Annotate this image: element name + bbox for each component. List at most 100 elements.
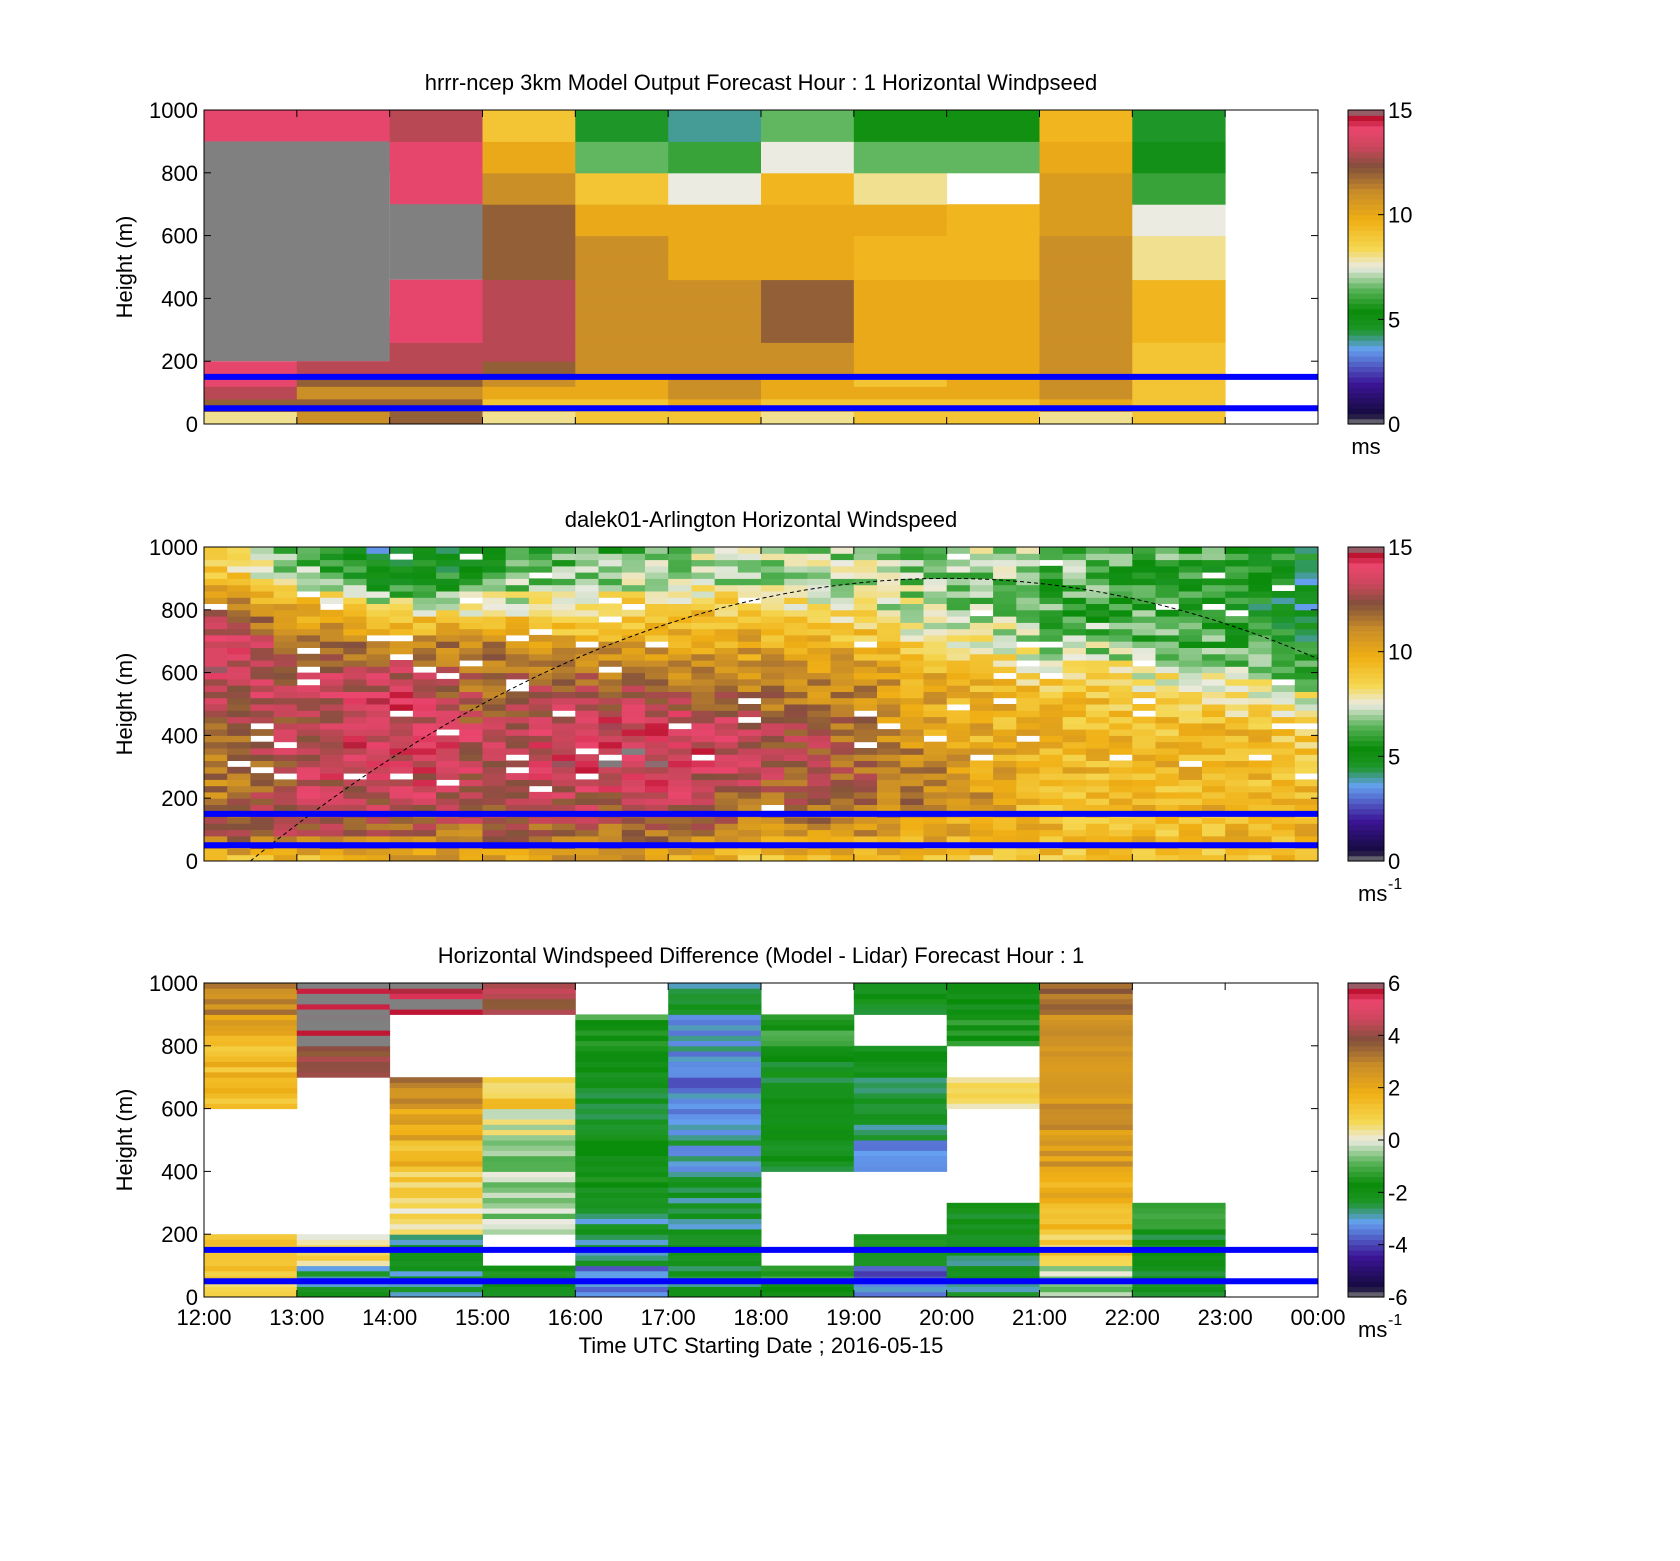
heatmap-cell bbox=[645, 616, 669, 623]
heatmap-cell bbox=[853, 1113, 948, 1120]
colorbar-segment bbox=[1348, 1291, 1384, 1298]
heatmap-cell bbox=[296, 628, 321, 636]
heatmap-cell bbox=[737, 660, 762, 667]
heatmap-cell bbox=[993, 559, 1017, 567]
heatmap-cell bbox=[1132, 773, 1156, 780]
heatmap-cell bbox=[668, 1213, 762, 1219]
heatmap-cell bbox=[645, 817, 669, 824]
heatmap-cell bbox=[1062, 754, 1087, 761]
heatmap-cell bbox=[761, 1270, 855, 1277]
heatmap-cell bbox=[320, 766, 344, 774]
heatmap-cell bbox=[830, 854, 855, 862]
heatmap-cell bbox=[366, 565, 391, 573]
heatmap-cell bbox=[969, 678, 994, 686]
heatmap-cell bbox=[575, 204, 669, 221]
heatmap-cell bbox=[459, 616, 483, 623]
heatmap-cell bbox=[714, 779, 739, 787]
heatmap-cell bbox=[366, 722, 391, 730]
heatmap-cell bbox=[1294, 609, 1319, 617]
colorbar-segment bbox=[1348, 677, 1384, 684]
heatmap-cell bbox=[807, 848, 832, 856]
heatmap-cell bbox=[575, 1202, 669, 1209]
heatmap-cell bbox=[389, 1270, 483, 1277]
heatmap-cell bbox=[227, 735, 251, 743]
heatmap-cell bbox=[204, 1260, 298, 1267]
heatmap-cell bbox=[645, 647, 669, 655]
heatmap-cell bbox=[761, 1072, 855, 1078]
heatmap-cell bbox=[320, 798, 344, 805]
heatmap-cell bbox=[250, 597, 275, 604]
heatmap-cell bbox=[853, 1098, 948, 1104]
heatmap-cell bbox=[668, 691, 692, 699]
heatmap-cell bbox=[761, 110, 855, 127]
heatmap-cell bbox=[1039, 361, 1133, 368]
heatmap-cell bbox=[482, 1202, 576, 1209]
heatmap-cell bbox=[668, 565, 692, 573]
heatmap-cell bbox=[761, 188, 855, 205]
heatmap-cell bbox=[668, 829, 692, 837]
heatmap-cell bbox=[482, 351, 576, 362]
heatmap-cell bbox=[923, 603, 948, 611]
heatmap-cell bbox=[877, 754, 901, 761]
heatmap-cell bbox=[1155, 647, 1180, 655]
heatmap-cell bbox=[575, 1265, 669, 1272]
heatmap-cell bbox=[389, 854, 414, 862]
heatmap-cell bbox=[1178, 748, 1203, 755]
heatmap-cell bbox=[969, 559, 994, 567]
heatmap-cell bbox=[645, 634, 669, 642]
colorbar-segment bbox=[1348, 324, 1384, 331]
heatmap-cell bbox=[1039, 1140, 1133, 1146]
heatmap-cell bbox=[761, 710, 785, 718]
heatmap-cell bbox=[459, 754, 483, 761]
heatmap-cell bbox=[1178, 653, 1203, 661]
colorbar-segment bbox=[1348, 829, 1384, 836]
heatmap-cell bbox=[621, 660, 646, 667]
heatmap-cell bbox=[320, 672, 344, 680]
heatmap-cell bbox=[761, 235, 855, 259]
heatmap-cell bbox=[1202, 722, 1226, 730]
heatmap-cell bbox=[877, 597, 901, 604]
heatmap-cell bbox=[691, 798, 716, 805]
heatmap-cell bbox=[1248, 578, 1273, 586]
heatmap-cell bbox=[668, 1171, 762, 1178]
heatmap-cell bbox=[296, 729, 321, 736]
heatmap-cell bbox=[1132, 1255, 1226, 1261]
heatmap-cell bbox=[436, 817, 460, 824]
heatmap-cell bbox=[900, 572, 924, 579]
heatmap-cell bbox=[412, 678, 437, 686]
heatmap-cell bbox=[1062, 616, 1087, 623]
heatmap-cell bbox=[366, 553, 391, 561]
heatmap-cell bbox=[645, 704, 669, 711]
heatmap-cell bbox=[807, 685, 832, 692]
heatmap-cell bbox=[900, 779, 924, 787]
heatmap-cells bbox=[204, 547, 1319, 862]
heatmap-cell bbox=[482, 1291, 576, 1298]
heatmap-cell bbox=[1248, 603, 1273, 611]
heatmap-cell bbox=[436, 722, 460, 730]
colorbar-segment bbox=[1348, 146, 1384, 153]
heatmap-cell bbox=[459, 748, 483, 755]
heatmap-cell bbox=[761, 1108, 855, 1115]
heatmap-cell bbox=[227, 616, 251, 623]
heatmap-cell bbox=[993, 798, 1017, 805]
heatmap-cell bbox=[575, 172, 669, 189]
heatmap-cell bbox=[204, 653, 228, 661]
heatmap-cell bbox=[482, 188, 576, 205]
heatmap-cell bbox=[1016, 829, 1040, 837]
heatmap-cell bbox=[1039, 1197, 1133, 1204]
heatmap-cell bbox=[575, 848, 599, 856]
heatmap-cell bbox=[1016, 722, 1040, 730]
heatmap-cell bbox=[505, 729, 530, 736]
heatmap-cell bbox=[296, 1014, 391, 1021]
heatmap-cell bbox=[737, 748, 762, 755]
heatmap-cell bbox=[1132, 634, 1156, 642]
heatmap-cell bbox=[366, 628, 391, 636]
colorbar-segment bbox=[1348, 772, 1384, 778]
heatmap-cell bbox=[227, 678, 251, 686]
heatmap-cell bbox=[737, 785, 762, 793]
heatmap-cell bbox=[227, 591, 251, 598]
heatmap-cell bbox=[1109, 653, 1133, 661]
heatmap-cell bbox=[946, 584, 971, 592]
heatmap-cell bbox=[412, 835, 437, 843]
heatmap-cell bbox=[1062, 785, 1087, 793]
